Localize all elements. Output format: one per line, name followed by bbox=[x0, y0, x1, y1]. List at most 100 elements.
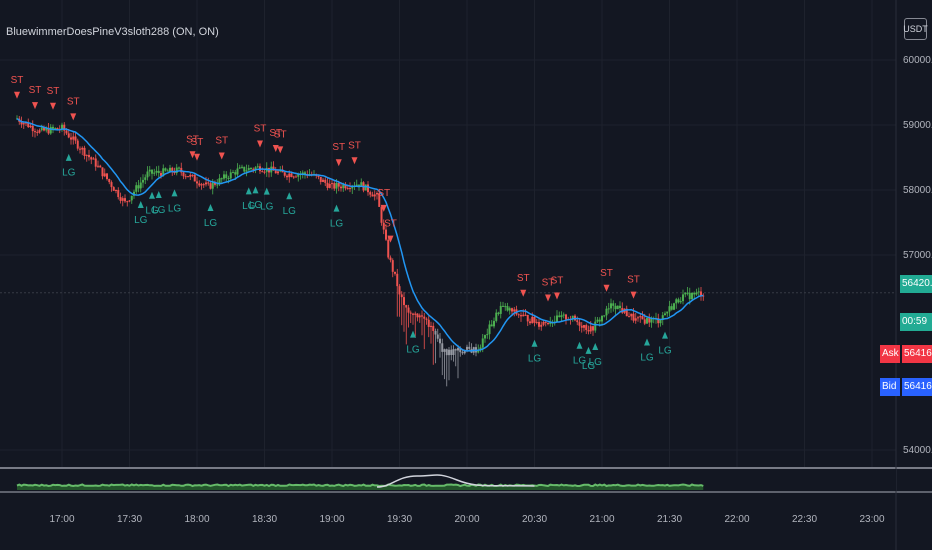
candle-body bbox=[355, 184, 358, 187]
candle-body bbox=[430, 325, 432, 327]
candle-body bbox=[322, 179, 324, 182]
candle-body bbox=[108, 179, 111, 183]
candle-body bbox=[49, 126, 52, 134]
candles bbox=[16, 115, 705, 387]
candle-body bbox=[373, 194, 376, 197]
candle-body bbox=[398, 286, 401, 295]
candle-body bbox=[137, 185, 140, 189]
candle-body bbox=[331, 183, 333, 185]
candle-body bbox=[547, 322, 549, 325]
candle-body bbox=[234, 172, 237, 175]
indicator-legend[interactable]: BluewimmerDoesPineV3sloth288 (ON, ON) bbox=[6, 26, 219, 38]
candle-body bbox=[196, 181, 198, 184]
candle-body bbox=[324, 179, 327, 183]
candle-body bbox=[432, 325, 435, 331]
candle-body bbox=[648, 318, 651, 323]
candle-body bbox=[560, 315, 563, 318]
candle-body bbox=[511, 308, 513, 312]
candle-body bbox=[610, 303, 612, 309]
candle-body bbox=[31, 125, 34, 132]
candle-body bbox=[596, 319, 599, 322]
time-tick-label: 22:30 bbox=[792, 514, 817, 525]
candle-body bbox=[160, 173, 162, 176]
short-signal-marker bbox=[387, 235, 394, 243]
candle-body bbox=[238, 167, 241, 169]
candle-body bbox=[589, 326, 592, 332]
candle-body bbox=[191, 174, 194, 176]
long-signal-marker bbox=[171, 189, 178, 197]
long-signal-label: LG bbox=[582, 361, 596, 372]
candle-body bbox=[396, 273, 399, 287]
candle-body bbox=[502, 305, 504, 307]
candle-body bbox=[621, 308, 624, 313]
candle-body bbox=[205, 182, 207, 185]
candle-body bbox=[135, 185, 138, 192]
candle-body bbox=[171, 167, 174, 173]
bid-value: 56416.26 bbox=[902, 378, 932, 396]
candle-body bbox=[304, 172, 306, 175]
candle-body bbox=[202, 184, 205, 186]
candle-body bbox=[421, 315, 423, 317]
candle-body bbox=[236, 168, 239, 175]
candle-body bbox=[490, 324, 493, 327]
candle-body bbox=[27, 122, 30, 128]
candle-body bbox=[297, 174, 300, 177]
candle-body bbox=[533, 316, 536, 323]
candle-body bbox=[544, 321, 547, 323]
candle-body bbox=[216, 184, 219, 186]
candle-body bbox=[504, 306, 507, 308]
long-signal-label: LG bbox=[658, 345, 672, 356]
bid-label: Bid bbox=[880, 378, 900, 396]
candle-body bbox=[198, 183, 201, 186]
candle-body bbox=[241, 166, 243, 168]
time-axis[interactable]: 17:00 17:30 18:00 18:30 19:00 19:30 20:00 20:30… bbox=[49, 514, 884, 525]
time-tick-label: 19:00 bbox=[319, 514, 344, 525]
long-signal-label: LG bbox=[573, 356, 587, 367]
candle-body bbox=[252, 168, 255, 170]
candle-body bbox=[450, 349, 453, 356]
candle-body bbox=[218, 178, 221, 185]
candle-body bbox=[535, 321, 538, 323]
short-signal-label: ST bbox=[67, 96, 80, 107]
candle-body bbox=[549, 322, 552, 325]
candle-body bbox=[587, 329, 590, 332]
candle-body bbox=[436, 334, 439, 339]
time-tick-label: 21:30 bbox=[657, 514, 682, 525]
candle-body bbox=[328, 183, 331, 188]
candle-body bbox=[290, 173, 293, 177]
candle-body bbox=[466, 346, 468, 350]
candle-body bbox=[463, 349, 466, 354]
candle-body bbox=[414, 313, 417, 315]
long-signal-marker bbox=[576, 341, 583, 349]
candle-body bbox=[97, 165, 99, 167]
candle-body bbox=[94, 158, 97, 167]
candle-body bbox=[682, 294, 684, 302]
short-signal-label: ST bbox=[29, 85, 42, 96]
time-tick-label: 17:30 bbox=[117, 514, 142, 525]
oscillator-signal-line bbox=[376, 474, 535, 488]
candle-body bbox=[148, 169, 151, 172]
candle-body bbox=[349, 188, 351, 190]
candle-body bbox=[531, 316, 534, 324]
short-signal-marker bbox=[257, 140, 263, 148]
candle-body bbox=[459, 348, 462, 353]
candle-body bbox=[405, 305, 408, 308]
candle-body bbox=[207, 182, 210, 184]
long-signal-label: LG bbox=[145, 206, 159, 217]
price-axis[interactable]: 54000.00 57000.00 58000.00 59000.00 60000.00 bbox=[903, 55, 932, 456]
currency-button[interactable]: USDT bbox=[903, 18, 928, 40]
candle-body bbox=[439, 338, 441, 344]
candle-body bbox=[625, 308, 628, 317]
candle-body bbox=[400, 294, 403, 298]
price-tick-label: 54000.00 bbox=[903, 445, 932, 456]
short-signal-label: ST bbox=[191, 137, 204, 148]
candle-body bbox=[25, 122, 27, 124]
candle-body bbox=[394, 271, 396, 274]
candle-body bbox=[40, 127, 43, 131]
candle-body bbox=[580, 325, 583, 328]
long-signal-label: LG bbox=[134, 215, 148, 226]
candle-body bbox=[688, 292, 691, 300]
candle-body bbox=[76, 140, 79, 149]
candle-body bbox=[115, 190, 117, 192]
